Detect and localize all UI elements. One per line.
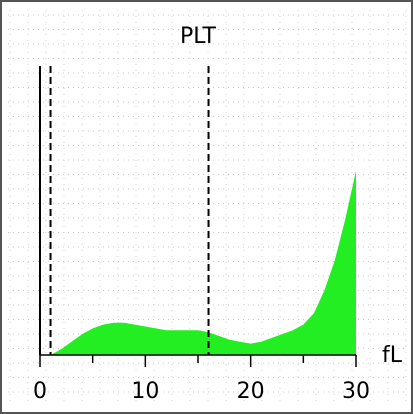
distribution-area: [50, 170, 356, 355]
x-tick-label: 30: [342, 379, 370, 404]
x-tick-label: 10: [131, 379, 159, 404]
x-axis-label: fL: [382, 343, 403, 368]
x-tick-label: 0: [33, 379, 47, 404]
x-tick-label: 20: [237, 379, 265, 404]
chart-title: PLT: [180, 24, 216, 49]
